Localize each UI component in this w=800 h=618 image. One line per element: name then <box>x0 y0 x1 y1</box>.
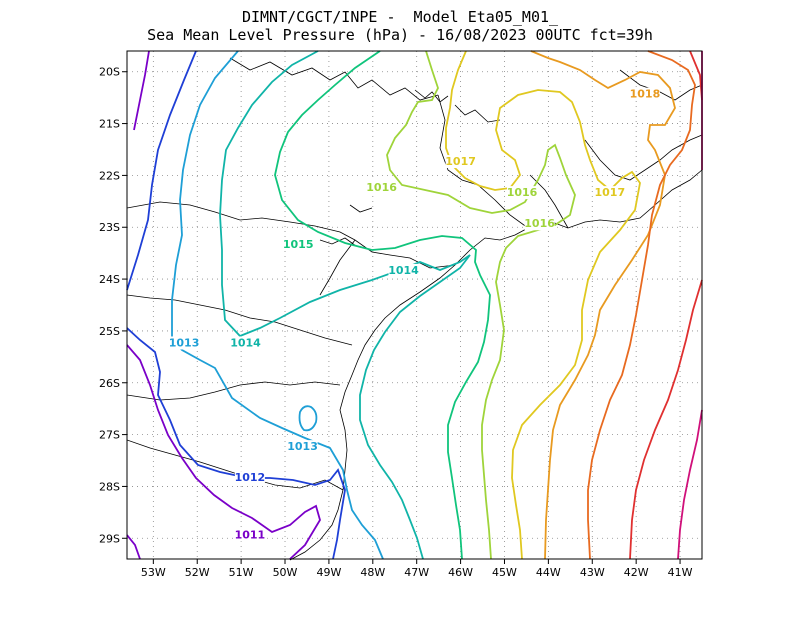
contour-label-bg <box>524 217 555 231</box>
contour-label-1017: 1017 <box>445 155 476 168</box>
river <box>349 204 373 213</box>
isobar-1018 <box>530 50 676 560</box>
isobar-1019 <box>587 50 696 560</box>
state-border <box>126 381 341 401</box>
river <box>414 89 449 103</box>
contour-label-1016: 1016 <box>524 217 555 230</box>
contour-label-layer: 1015 1014 1014 1013 1013 1012 1011 1016 1016 1016… <box>169 87 661 542</box>
grid-layer <box>127 51 702 559</box>
state-border <box>229 57 439 101</box>
contour-label-1017: 1017 <box>595 186 626 199</box>
coastline-layer <box>126 57 703 561</box>
x-tick-label: 52W <box>185 566 210 579</box>
y-tick-label: 27S <box>99 429 120 442</box>
x-tick-label: 42W <box>624 566 649 579</box>
contour-layer <box>126 50 703 560</box>
x-tick-label: 46W <box>448 566 473 579</box>
x-tick-label: 49W <box>316 566 341 579</box>
state-border <box>619 69 703 101</box>
state-border <box>126 294 353 346</box>
isobar-1013 <box>171 50 384 560</box>
contour-label-1016: 1016 <box>366 181 397 194</box>
isobar-1016 <box>386 50 576 560</box>
chart-title: DIMNT/CGCT/INPE - Model Eta05_M01_ <box>241 8 559 26</box>
isobar-1013 <box>298 405 318 432</box>
contour-label-1013: 1013 <box>169 336 200 349</box>
x-tick-label: 43W <box>580 566 605 579</box>
x-tick-label: 50W <box>273 566 298 579</box>
y-tick-label: 24S <box>99 273 120 286</box>
y-tick-label: 21S <box>99 118 120 131</box>
contour-label-1014: 1014 <box>230 336 261 349</box>
x-tick-label: 48W <box>360 566 385 579</box>
x-tick-label: 44W <box>536 566 561 579</box>
x-tick-label: 51W <box>229 566 254 579</box>
isobar-1021 <box>677 409 703 560</box>
contour-label-1018: 1018 <box>630 88 661 101</box>
isobar-1014 <box>219 50 471 560</box>
contour-label-bg <box>445 155 476 169</box>
chart-subtitle: Sea Mean Level Pressure (hPa) - 16/08/20… <box>147 26 653 44</box>
contour-label-bg <box>230 336 261 350</box>
state-border <box>319 239 356 296</box>
isobar-1020 <box>629 279 703 560</box>
y-tick-label: 20S <box>99 66 120 79</box>
river <box>454 104 501 123</box>
coastline <box>289 169 703 561</box>
isobar-1017 <box>445 50 641 560</box>
contour-label-bg <box>388 263 419 277</box>
contour-label-bg <box>629 87 660 101</box>
contour-label-bg <box>283 237 314 251</box>
contour-label-1012: 1012 <box>235 471 266 484</box>
contour-label-bg <box>507 186 538 200</box>
isobar-1020 <box>689 50 703 101</box>
contour-label-1011: 1011 <box>235 528 266 541</box>
x-tick-label: 45W <box>492 566 517 579</box>
contour-label-bg <box>594 186 625 200</box>
isobar-1012 <box>126 50 197 291</box>
state-border <box>126 201 456 269</box>
plot-frame <box>126 50 703 560</box>
contour-label-bg <box>287 440 318 454</box>
isobar-1015 <box>274 50 491 560</box>
x-tick-label: 47W <box>404 566 429 579</box>
contour-label-bg <box>366 180 397 194</box>
y-tick-label: 25S <box>99 325 120 338</box>
x-tick-label: 53W <box>141 566 166 579</box>
contour-label-bg <box>234 528 265 542</box>
contour-label-1013: 1013 <box>287 440 318 453</box>
contour-label-1014: 1014 <box>388 264 419 277</box>
y-tick-label: 26S <box>99 377 120 390</box>
axis-layer: 53W 52W 51W 50W 49W 48W 47W 46W 45W 44W 43W 42W 41W 2… <box>99 66 693 579</box>
contour-label-bg <box>169 336 200 350</box>
contour-label-bg <box>234 471 265 485</box>
contour-label-1016: 1016 <box>507 186 538 199</box>
y-tick-label: 23S <box>99 221 120 234</box>
y-tick-label: 28S <box>99 480 120 493</box>
isobar-1011 <box>126 534 141 560</box>
contour-label-1015: 1015 <box>283 238 314 251</box>
y-tick-label: 29S <box>99 532 120 545</box>
isobar-1011 <box>126 344 321 560</box>
isobar-1011 <box>133 50 150 131</box>
y-tick-label: 22S <box>99 169 120 182</box>
x-tick-label: 41W <box>668 566 693 579</box>
